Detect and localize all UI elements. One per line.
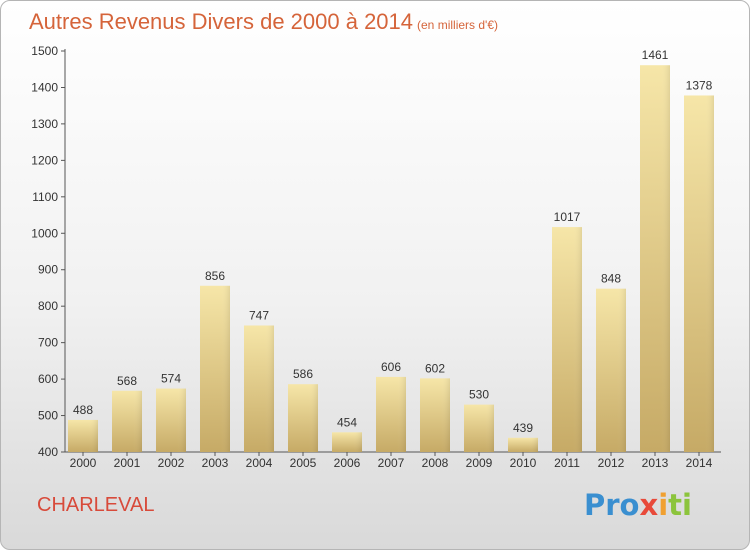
x-tick-label-2011: 2011 [554, 456, 580, 470]
y-tick-label: 400 [38, 445, 58, 459]
y-tick-label: 500 [38, 409, 58, 423]
x-tick-label-2010: 2010 [510, 456, 537, 470]
value-label-2004: 747 [249, 309, 269, 323]
bar-shade-2008 [420, 378, 450, 452]
axes: 400 500 600 700 800 900 1000 1100 1200 1300 1400 15… [31, 44, 721, 470]
value-label-2009: 530 [469, 388, 489, 402]
bar-shade-2001 [112, 390, 142, 452]
value-label-2005: 586 [293, 367, 313, 381]
value-label-2002: 574 [161, 372, 181, 386]
city-name: CHARLEVAL [37, 494, 155, 516]
value-label-2007: 606 [381, 360, 401, 374]
value-label-2012: 848 [601, 272, 621, 286]
bar-shade-2007 [376, 376, 406, 452]
x-tick-label-2007: 2007 [378, 456, 405, 470]
y-tick-label: 1100 [32, 190, 58, 204]
y-tick-label: 800 [38, 299, 58, 313]
value-label-2008: 602 [425, 361, 445, 375]
value-labels: 488 568 574 856 747 586 454 606 602 530 439 1017 848… [73, 48, 713, 435]
x-tick-label-2008: 2008 [422, 456, 449, 470]
bar-shade-2003 [200, 285, 230, 452]
x-tick-label-2013: 2013 [642, 456, 669, 470]
bar-shade-2010 [508, 437, 538, 452]
x-tick-label-2001: 2001 [114, 456, 141, 470]
y-tick-label: 700 [38, 336, 58, 350]
x-tick-label-2002: 2002 [158, 456, 185, 470]
value-label-2013: 1461 [642, 48, 669, 62]
title-text: Autres Revenus Divers de 2000 à 2014 [29, 9, 414, 34]
value-label-2001: 568 [117, 374, 137, 388]
y-tick-label: 600 [38, 372, 58, 386]
bar-shade-2004 [244, 325, 274, 452]
x-tick-label-2003: 2003 [202, 456, 229, 470]
y-tick-label: 900 [38, 263, 58, 277]
value-label-2000: 488 [73, 403, 93, 417]
x-tick-label-2006: 2006 [334, 456, 361, 470]
logo-part-3: i [658, 488, 669, 522]
chart-subtitle: (en milliers d'€) [417, 18, 498, 32]
y-tick-label: 1000 [31, 226, 58, 240]
y-tick-label: 1500 [31, 44, 58, 58]
value-label-2010: 439 [513, 421, 533, 435]
y-tick-label: 1300 [31, 117, 58, 131]
bar-shade-2002 [156, 388, 186, 452]
x-tick-label-2014: 2014 [686, 456, 713, 470]
value-label-2014: 1378 [686, 78, 713, 92]
logo-part-1: Pro [584, 488, 640, 522]
bar-shade-2000 [68, 419, 98, 452]
x-tick-label-2009: 2009 [466, 456, 493, 470]
value-label-2011: 1017 [554, 210, 581, 224]
x-tick-label-2004: 2004 [246, 456, 273, 470]
bar-shade-2006 [332, 432, 362, 452]
logo-part-4: ti [668, 488, 692, 522]
value-label-2003: 856 [205, 269, 225, 283]
bar-shade-2013 [640, 65, 670, 452]
y-tick-label: 1200 [31, 153, 58, 167]
bar-shade-2005 [288, 384, 318, 452]
chart-title: Autres Revenus Divers de 2000 à 2014 (en … [29, 9, 498, 35]
value-label-2006: 454 [337, 415, 357, 429]
proxiti-logo: Proxiti [584, 488, 692, 522]
bar-shade-2009 [464, 404, 494, 452]
bars [68, 65, 714, 452]
bar-shade-2014 [684, 95, 714, 452]
x-tick-label-2012: 2012 [598, 456, 625, 470]
bar-shade-2012 [596, 288, 626, 452]
bar-shade-2011 [552, 227, 582, 452]
y-tick-label: 1400 [31, 80, 58, 94]
logo-part-2: x [639, 488, 659, 522]
x-tick-label-2005: 2005 [290, 456, 317, 470]
x-tick-label-2000: 2000 [70, 456, 97, 470]
